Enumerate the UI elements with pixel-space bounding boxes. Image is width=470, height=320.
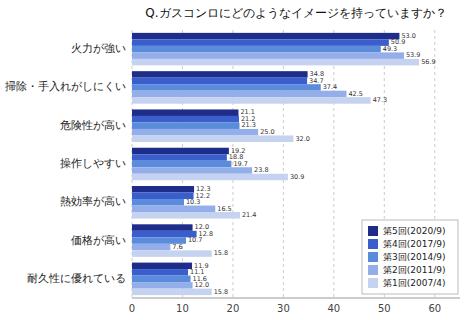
category-label: 危険性が高い [60,119,126,131]
bar [132,167,252,174]
data-label: 21.4 [242,211,256,219]
bar [132,71,308,78]
legend-label: 第3回(2014/9) [383,252,445,262]
data-label: 21.3 [241,121,255,129]
bar [132,289,212,296]
title: Q.ガスコンロにどのようなイメージを持っていますか？ [145,6,446,20]
bar [132,84,321,91]
data-label: 16.5 [217,205,231,213]
data-label: 23.8 [254,166,268,174]
bar [132,199,184,206]
bar [132,91,346,98]
x-tick-label: 0 [129,303,135,314]
bar [132,174,288,181]
category-label: 掃除・手入れがしにくい [5,80,126,92]
category-label: 耐久性に優れている [27,272,126,284]
legend-label: 第1回(2007/4) [383,278,445,288]
x-tick-label: 60 [428,303,441,314]
x-tick-label: 20 [227,303,240,314]
data-label: 47.3 [373,96,387,104]
category-label: 価格が高い [71,234,126,246]
bar [132,109,238,116]
bar [132,39,389,46]
bar [132,148,229,155]
legend-box [362,220,458,294]
data-label: 49.3 [383,45,397,53]
bar [132,135,293,142]
data-label: 10.3 [186,198,200,206]
x-axis-line [132,298,460,299]
x-tick-label: 30 [277,303,290,314]
bar [132,224,193,231]
bar [132,231,197,238]
bar [132,269,188,276]
category-label: 操作しやすい [60,157,126,170]
bar [132,206,215,213]
grid-line [283,30,284,298]
bar [132,282,193,289]
x-tick-label: 10 [176,303,189,314]
data-label: 56.9 [421,58,435,66]
bar [132,122,239,129]
bar [132,52,404,59]
bar [132,212,240,219]
bar [132,250,212,257]
data-label: 37.4 [323,83,337,91]
data-label: 10.7 [188,236,202,244]
data-label: 15.8 [214,249,228,257]
legend-label: 第5回(2020/9) [383,226,445,236]
data-label: 7.6 [172,243,182,251]
bar [132,129,258,136]
bar [132,244,170,251]
bar [132,59,419,66]
bar [132,193,194,200]
data-label: 25.0 [260,128,274,136]
bars [132,33,419,295]
bar [132,276,191,283]
category-label: 熱効率が高い [60,195,126,207]
data-label: 12.0 [195,281,209,289]
legend-swatch [368,252,378,262]
legend: 第5回(2020/9) 第4回(2017/9) 第3回(2014/9) 第2回(201… [362,220,458,294]
data-label: 32.0 [295,135,309,143]
bar [132,33,399,40]
data-label: 30.9 [290,173,304,181]
bar [132,78,307,85]
bar [132,263,192,270]
legend-swatch [368,278,378,288]
x-tick-label: 50 [378,303,391,314]
data-label: 42.5 [348,90,362,98]
category-label: 火力が強い [71,42,126,54]
bar [132,46,381,53]
legend-swatch [368,239,378,249]
legend-label: 第4回(2017/9) [383,239,445,249]
chart: Q.ガスコンロにどのようなイメージを持っていますか？ 0 10 20 30 40 50 60 火… [0,0,470,320]
x-tick-label: 40 [327,303,340,314]
bar [132,154,227,161]
bar [132,97,371,104]
bar [132,161,231,168]
data-label: 53.9 [406,51,420,59]
legend-swatch [368,265,378,275]
data-label: 34.7 [309,77,323,85]
data-label: 19.7 [233,160,247,168]
data-label: 15.8 [214,288,228,296]
grid-line [333,30,334,298]
bar [132,186,194,193]
legend-label: 第2回(2011/9) [383,265,445,275]
legend-swatch [368,226,378,236]
bar [132,116,239,123]
